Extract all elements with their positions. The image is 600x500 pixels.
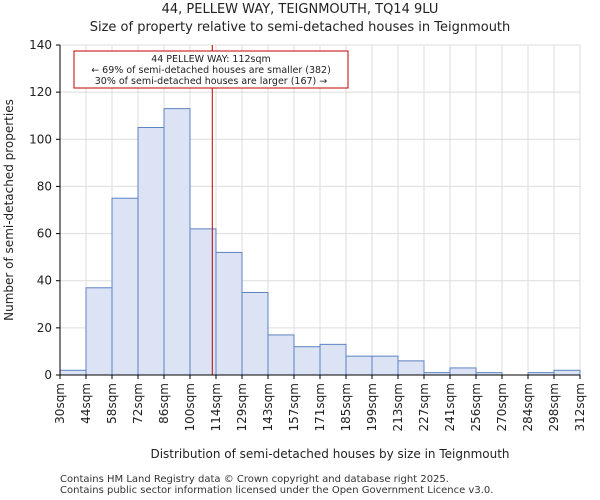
annotation-box: 44 PELLEW WAY: 112sqm ← 69% of semi-deta… (73, 50, 349, 89)
chart-subtitle: Size of property relative to semi-detach… (89, 20, 511, 35)
y-tick-label: 140 (29, 38, 52, 52)
footer-line-1: Contains HM Land Registry data © Crown c… (60, 474, 449, 485)
annotation-line-3: 30% of semi-detached houses are larger (… (95, 76, 328, 87)
footer-line-2: Contains public sector information licen… (60, 485, 494, 496)
y-tick-label: 40 (37, 274, 52, 288)
x-tick-label: 72sqm (131, 383, 145, 424)
bar (371, 355, 399, 376)
y-tick-label: 120 (29, 85, 52, 99)
y-tick-label: 20 (37, 321, 52, 335)
y-tick-label: 0 (44, 368, 52, 382)
x-tick-label: 143sqm (261, 383, 275, 431)
bar (397, 360, 425, 376)
y-axis-label: Number of semi-detached properties (2, 99, 16, 321)
x-tick-label: 199sqm (365, 383, 379, 431)
bar (293, 346, 321, 376)
x-tick-label: 100sqm (183, 383, 197, 431)
bar (319, 343, 347, 376)
x-tick-label: 185sqm (339, 383, 353, 431)
annotation-line-2: ← 69% of semi-detached houses are smalle… (91, 65, 331, 76)
bar (267, 334, 295, 376)
x-tick-label: 256sqm (469, 383, 483, 431)
y-tick-label: 60 (37, 227, 52, 241)
bar (111, 197, 139, 376)
bar (163, 108, 191, 376)
bar (189, 228, 217, 376)
x-tick-label: 171sqm (313, 383, 327, 431)
x-tick-label: 58sqm (105, 383, 119, 424)
annotation-line-1: 44 PELLEW WAY: 112sqm (151, 54, 271, 65)
bar (137, 127, 165, 376)
x-tick-label: 114sqm (209, 383, 223, 431)
x-tick-label: 30sqm (53, 383, 67, 424)
x-tick-labels: 30sqm 44sqm 58sqm 72sqm 86sqm 100sqm 114sqm 129… (53, 375, 587, 431)
bar (449, 367, 477, 376)
x-tick-label: 270sqm (495, 383, 509, 431)
bar (215, 251, 243, 376)
bar (59, 369, 87, 376)
x-tick-label: 129sqm (235, 383, 249, 431)
bar (85, 287, 113, 376)
x-tick-label: 298sqm (547, 383, 561, 431)
x-tick-label: 213sqm (391, 383, 405, 431)
y-tick-labels: 0 20 40 60 80 100 120 140 (29, 38, 60, 382)
chart-title: 44, PELLEW WAY, TEIGNMOUTH, TQ14 9LU (161, 2, 439, 17)
x-tick-label: 86sqm (157, 383, 171, 424)
x-tick-label: 312sqm (573, 383, 587, 431)
bar (345, 355, 373, 376)
y-tick-label: 100 (29, 132, 52, 146)
x-tick-label: 284sqm (521, 383, 535, 431)
x-axis-label: Distribution of semi-detached houses by … (150, 447, 509, 461)
bar (241, 292, 269, 376)
y-tick-label: 80 (37, 179, 52, 193)
annotation-border (73, 50, 349, 89)
x-tick-label: 44sqm (79, 383, 93, 424)
x-tick-label: 227sqm (417, 383, 431, 431)
bars (59, 108, 581, 376)
bar (553, 369, 581, 376)
x-tick-label: 157sqm (287, 383, 301, 431)
x-tick-label: 241sqm (443, 383, 457, 431)
